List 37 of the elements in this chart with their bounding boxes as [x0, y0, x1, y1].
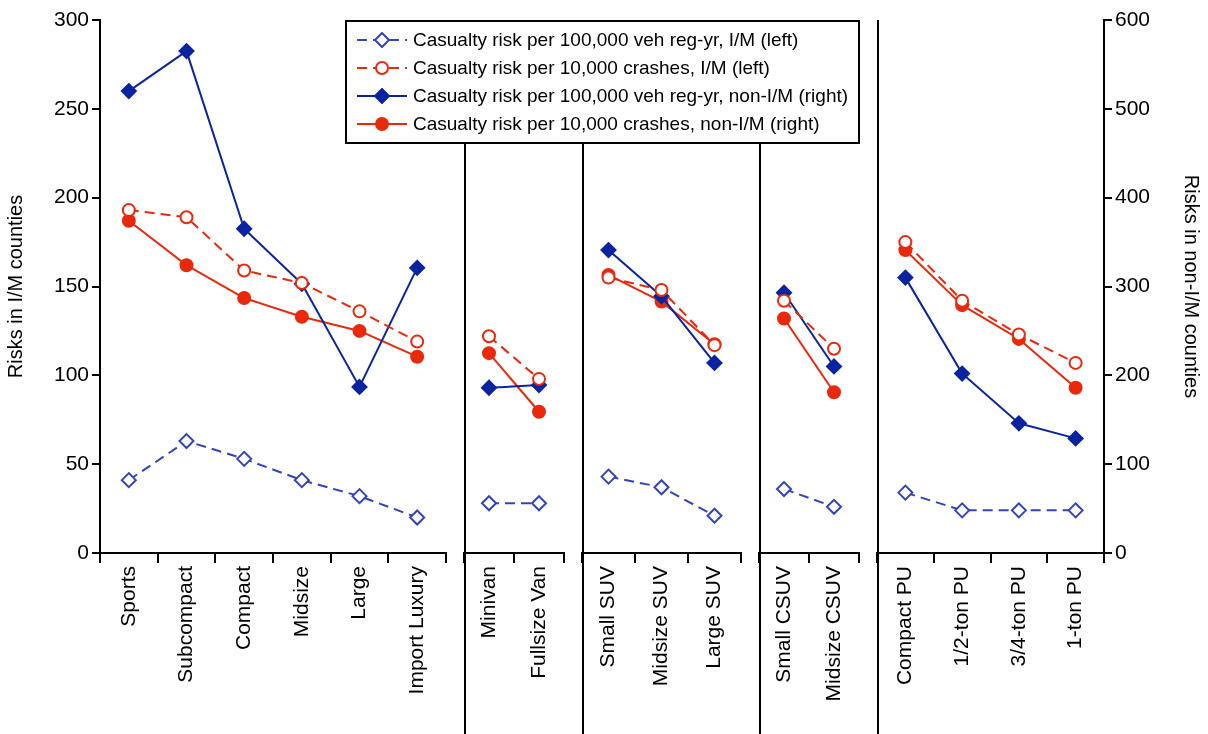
x-tick-label: Import Luxury: [403, 565, 427, 695]
legend-label: Casualty risk per 100,000 veh reg-yr, non-I/M (right): [413, 84, 849, 108]
legend-label: Casualty risk per 10,000 crashes, non-I/M (right): [413, 112, 820, 136]
y2-tick-label: 0: [1115, 539, 1127, 563]
x-tick-label: Midsize CSUV: [820, 566, 844, 702]
x-tick-label: 1-ton PU: [1062, 566, 1086, 649]
y-tick-label: 150: [53, 273, 89, 297]
x-tick-label: Small CSUV: [770, 566, 794, 683]
x-tick-label: Minivan: [475, 566, 499, 639]
x-tick-label: Large: [346, 566, 370, 620]
legend-label: Casualty risk per 100,000 veh reg-yr, I/M (left): [413, 28, 799, 52]
x-tick-label: Midsize SUV: [648, 566, 672, 687]
y-tick-label: 250: [53, 95, 89, 119]
y-tick-label: 50: [65, 450, 89, 474]
x-tick-label: Sports: [115, 566, 139, 627]
y2-tick-label: 300: [1115, 273, 1151, 297]
y-tick-label: 200: [53, 184, 89, 208]
y-tick-label: 0: [77, 539, 89, 563]
x-tick-label: Subcompact: [173, 565, 197, 683]
y2-tick-label: 500: [1115, 95, 1151, 119]
y-axis-title: Risks in I/M counties: [3, 194, 26, 379]
y-tick-label: 300: [53, 6, 89, 30]
x-tick-label: 1/2-ton PU: [948, 566, 972, 667]
y2-tick-label: 600: [1115, 6, 1151, 30]
x-tick-label: Large SUV: [701, 566, 725, 669]
x-tick-label: Midsize: [288, 566, 312, 638]
x-tick-label: Fullsize Van: [525, 566, 549, 679]
y-tick-label: 100: [53, 362, 89, 386]
x-tick-label: Small SUV: [595, 566, 619, 668]
legend-label: Casualty risk per 10,000 crashes, I/M (left): [413, 56, 770, 80]
y2-axis-title: Risks in non-I/M counties: [1181, 174, 1204, 399]
y2-tick-label: 200: [1115, 362, 1151, 386]
x-tick-label: Compact PU: [892, 566, 916, 686]
y2-tick-label: 100: [1115, 450, 1151, 474]
x-tick-label: Compact: [230, 565, 254, 651]
x-tick-label: 3/4-ton PU: [1005, 566, 1029, 667]
y2-tick-label: 400: [1115, 184, 1151, 208]
